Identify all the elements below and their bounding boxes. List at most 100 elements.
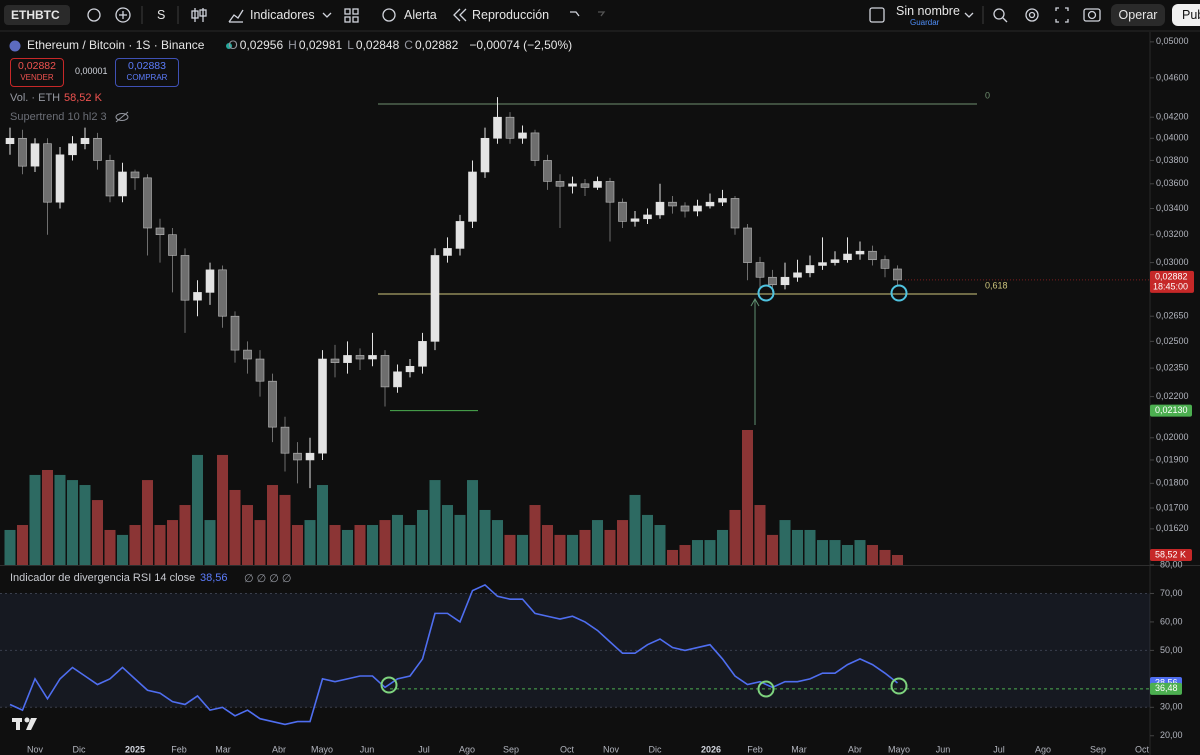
volume-bar (479, 509, 491, 565)
ohlc-value: 0,02956 (239, 38, 284, 52)
last-price-badge (1150, 270, 1194, 293)
volume-bar (629, 494, 641, 565)
candle-body (393, 371, 402, 388)
ohlc-value: 0,02981 (298, 38, 343, 52)
y-tick-label: 0,02000 (1156, 432, 1189, 442)
y-tick-label: 0,03600 (1156, 178, 1189, 188)
volume-bar (492, 520, 503, 565)
spread: 0,00001 (75, 66, 108, 76)
candle-body (43, 143, 52, 203)
candle-body (430, 255, 440, 342)
volume-bar (29, 474, 41, 565)
candle-body (643, 214, 652, 220)
candle-body (418, 341, 427, 367)
replay-button[interactable]: Reproducción (472, 8, 550, 22)
volume-bar (229, 489, 241, 565)
candle-body (655, 201, 665, 216)
y-tick-label: 80,00 (1160, 559, 1183, 569)
symbol-box[interactable] (4, 5, 70, 25)
ohlc-label: O (228, 38, 238, 52)
publish-button[interactable]: Pub (1172, 4, 1200, 26)
candle-body (243, 349, 252, 360)
volume-bar (254, 520, 266, 565)
volume-bar (829, 540, 841, 565)
candle-body (805, 265, 815, 274)
layout-name[interactable]: Sin nombre (896, 4, 960, 18)
candle-body (543, 160, 552, 182)
x-tick-label: Nov (27, 744, 44, 754)
volume-bar (154, 525, 166, 565)
trade-button[interactable]: Operar (1111, 4, 1165, 26)
highlight-circle (757, 284, 775, 302)
candle-body (18, 137, 27, 167)
y-tick-label: 0,03200 (1156, 229, 1189, 239)
volume-bar (367, 525, 378, 565)
candle-body (268, 380, 277, 428)
candle-body (205, 269, 215, 293)
volume-bar (279, 494, 291, 565)
candle-body (780, 276, 790, 286)
interval[interactable]: S (157, 8, 166, 22)
buy-label[interactable]: COMPRAR (126, 73, 168, 82)
y-tick-label: 0,03000 (1156, 257, 1189, 267)
y-tick-label: 20,00 (1160, 730, 1183, 740)
volume-bar (42, 469, 53, 565)
toolbar-icons (9, 6, 1101, 123)
volume-bar (792, 529, 803, 565)
buy-button[interactable]: 0,02883 COMPRAR (115, 58, 179, 87)
buy-price[interactable]: 0,02883 (128, 60, 166, 72)
volume-bar (854, 540, 866, 565)
x-tick-label: 2025 (125, 744, 145, 754)
candle-body (105, 160, 115, 197)
candle-body (380, 355, 390, 388)
sell-price[interactable]: 0,02882 (18, 60, 56, 72)
sell-label[interactable]: VENDER (20, 73, 54, 82)
volume-title: Vol. · ETH (10, 92, 61, 104)
volume-bar (342, 529, 353, 565)
sell-button[interactable]: 0,02882 VENDER (10, 58, 64, 87)
x-tick-label: Jun (936, 744, 951, 754)
indicators-button[interactable]: Indicadores (250, 8, 315, 22)
y-tick-label: 0,04000 (1156, 133, 1189, 143)
volume-bar (754, 505, 766, 565)
candle-body (93, 137, 102, 161)
volume-bar (704, 540, 716, 565)
symbol[interactable]: ETHBTC (11, 8, 60, 22)
volume-bar (867, 545, 878, 565)
candle-body (843, 253, 852, 261)
volume-bar (404, 525, 416, 565)
candle-body (518, 132, 527, 139)
alert-button[interactable]: Alerta (404, 8, 437, 22)
candle-body (443, 248, 452, 256)
countdown: 18:45:00 (1153, 281, 1188, 291)
y-tick-label: 60,00 (1160, 616, 1183, 626)
candle-body (555, 181, 565, 187)
candle-body (568, 183, 577, 187)
y-tick-label: 0,03800 (1156, 155, 1189, 165)
y-tick-label: 0,02350 (1156, 362, 1189, 372)
candle-body (730, 198, 740, 229)
rsi-value-label: 38,56 (1155, 677, 1178, 687)
x-tick-label: Nov (603, 744, 620, 754)
volume-bar (217, 454, 228, 565)
candle-body (605, 181, 615, 203)
x-tick-label: Jun (360, 744, 375, 754)
volume-bar (79, 485, 91, 565)
candle-body (318, 358, 327, 454)
volume-bar (742, 430, 753, 565)
x-tick-label: Abr (272, 744, 286, 754)
volume-bar (4, 529, 16, 565)
candle-body (893, 268, 902, 281)
volume-bar (267, 485, 278, 565)
volume-label: 58,52 K (1155, 549, 1186, 559)
candle-body (355, 355, 365, 360)
candle-body (830, 259, 840, 263)
indicator-name: Supertrend 10 hl2 3 (10, 111, 107, 123)
chart-title: Ethereum / Bitcoin · 1S · Binance (27, 38, 205, 52)
rsi-inputs: ∅ ∅ ∅ ∅ (244, 573, 292, 585)
volume-bar (604, 529, 616, 565)
volume-bar (142, 480, 153, 565)
save-button[interactable]: Guardar (910, 18, 940, 27)
